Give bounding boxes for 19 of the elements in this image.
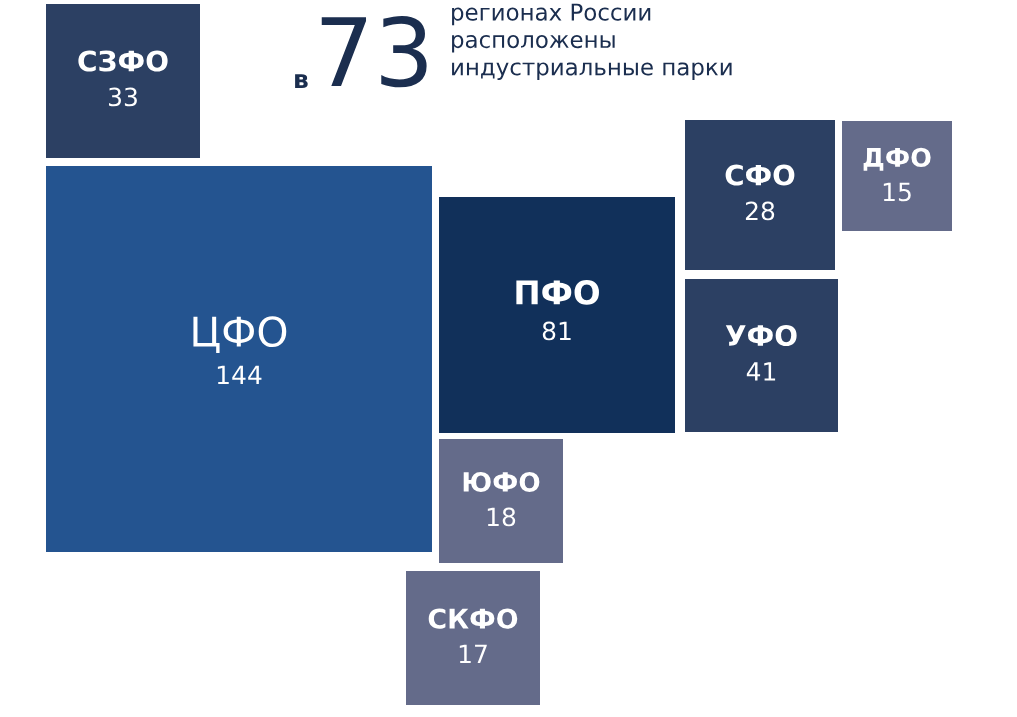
category-label: СЗФО [78,50,168,72]
data-label: 33 [109,87,137,107]
text: в [295,74,308,88]
category-label: УФО [725,324,797,347]
data-label: 144 [217,365,262,384]
text: 73 [321,15,427,88]
text: регионах России расположены индустриальные парки [452,3,732,80]
data-label: 81 [542,321,571,341]
category-label: СКФО [428,608,518,629]
category-label: СФО [725,164,795,186]
data-label: 28 [745,201,775,221]
data-label: 15 [883,182,911,202]
category-label: ЦФО [193,316,287,353]
category-label: ЮФО [463,471,540,492]
category-label: ПФО [516,280,599,305]
data-label: 41 [746,362,776,381]
data-label: 18 [487,507,516,527]
category-label: ДФО [863,147,931,171]
data-label: 17 [459,644,487,663]
